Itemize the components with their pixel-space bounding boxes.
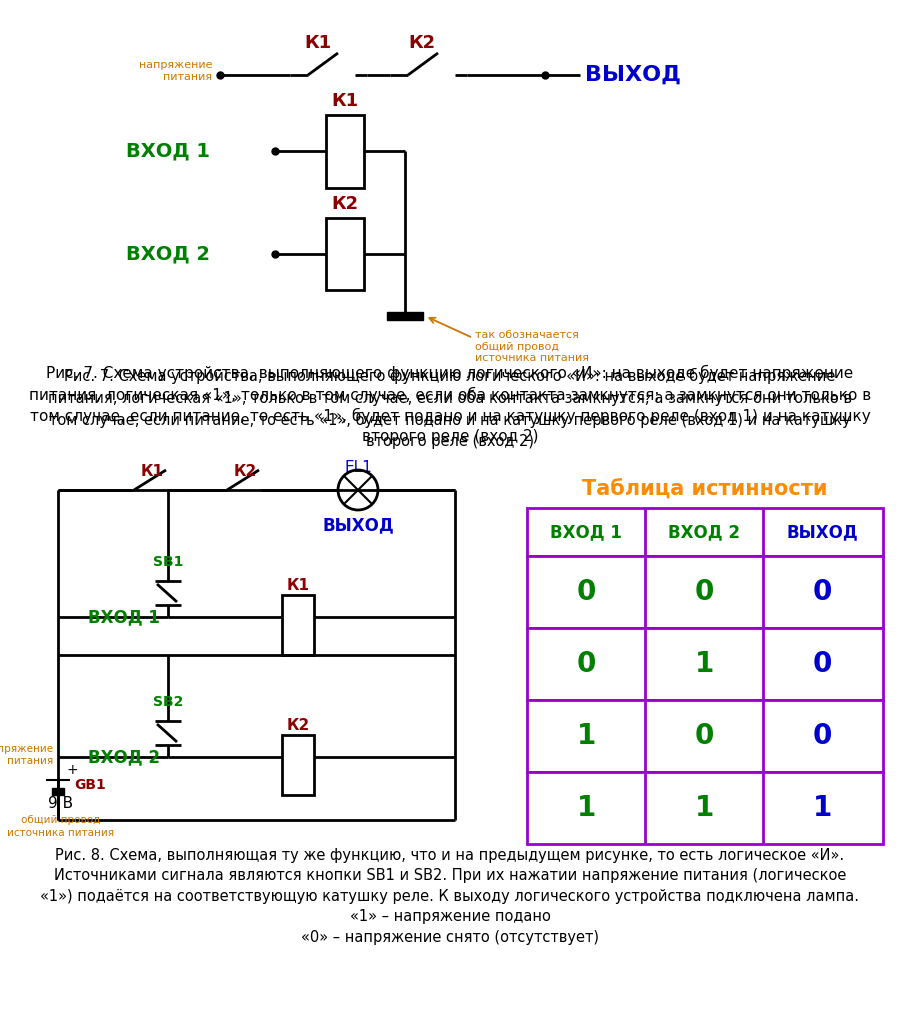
Text: ВЫХОД: ВЫХОД [786, 523, 858, 541]
Text: ВХОД 1: ВХОД 1 [550, 523, 622, 541]
Text: ВХОД 1: ВХОД 1 [126, 142, 210, 161]
Text: 9 В: 9 В [49, 796, 74, 811]
Text: Рис. 7. Схема устройства, выполняющего функцию логического «И»: на выходе будет : Рис. 7. Схема устройства, выполняющего ф… [29, 365, 871, 444]
Text: Таблица истинности: Таблица истинности [582, 479, 828, 500]
Text: EL1: EL1 [344, 460, 372, 475]
Bar [326, 218, 364, 290]
Text: К2: К2 [331, 195, 358, 213]
Text: ВХОД 2: ВХОД 2 [126, 244, 210, 264]
Text: ВХОД 1: ВХОД 1 [88, 608, 160, 626]
Text: источника питания: источника питания [7, 828, 114, 838]
Bar [527, 772, 883, 844]
Text: 0: 0 [813, 578, 832, 606]
Text: 0: 0 [813, 722, 832, 750]
Text: SB2: SB2 [153, 695, 184, 709]
Bar [527, 700, 883, 772]
Text: К2: К2 [286, 718, 310, 733]
Bar [326, 115, 364, 188]
Text: ВХОД 2: ВХОД 2 [668, 523, 740, 541]
Text: SB1: SB1 [153, 555, 184, 569]
Text: напряжение
питания: напряжение питания [139, 60, 212, 81]
Bar [282, 735, 314, 795]
Text: 1: 1 [695, 651, 714, 678]
Text: 1: 1 [576, 722, 596, 750]
Text: К1: К1 [331, 92, 358, 110]
Text: Рис. 7. Схема устройства, выполняющего функцию логического «И»: на выходе будет : Рис. 7. Схема устройства, выполняющего ф… [48, 367, 852, 449]
Text: К1: К1 [140, 464, 164, 479]
Bar [282, 595, 314, 655]
Bar [527, 508, 883, 556]
Text: ВЫХОД: ВЫХОД [322, 516, 394, 534]
Text: 0: 0 [694, 722, 714, 750]
Text: 0: 0 [576, 651, 596, 678]
Text: общий провод: общий провод [22, 815, 101, 825]
Text: GB1: GB1 [74, 778, 106, 792]
Bar [527, 556, 883, 628]
Text: +: + [67, 764, 78, 777]
Text: 1: 1 [813, 794, 832, 822]
Text: К1: К1 [286, 577, 310, 592]
Text: ВХОД 2: ВХОД 2 [88, 748, 160, 766]
Text: так обозначается
общий провод
источника питания: так обозначается общий провод источника … [475, 330, 589, 363]
Text: напряжение
питания: напряжение питания [0, 744, 53, 766]
Bar [52, 788, 64, 795]
Text: Рис. 8. Схема, выполняющая ту же функцию, что и на предыдущем рисунке, то есть л: Рис. 8. Схема, выполняющая ту же функцию… [40, 848, 859, 945]
Text: К2: К2 [233, 464, 256, 479]
Text: 0: 0 [576, 578, 596, 606]
Bar [387, 312, 423, 320]
Text: К2: К2 [409, 34, 436, 52]
Text: ВЫХОД: ВЫХОД [585, 65, 681, 84]
Text: 0: 0 [694, 578, 714, 606]
Text: 1: 1 [695, 794, 714, 822]
Bar [527, 628, 883, 700]
Text: К1: К1 [304, 34, 331, 52]
Text: 0: 0 [813, 651, 832, 678]
Text: 1: 1 [576, 794, 596, 822]
